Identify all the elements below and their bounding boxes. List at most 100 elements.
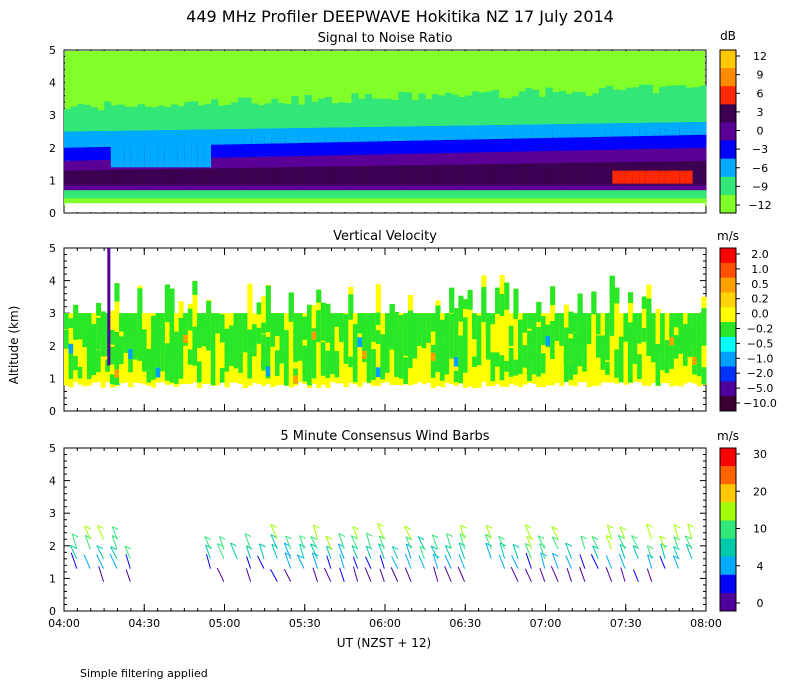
colorbar-swatch — [720, 336, 736, 353]
vv-cell-neg — [329, 330, 336, 375]
colorbar-label: −1.0 — [747, 352, 774, 365]
snr-cell — [451, 198, 459, 207]
wind-barb — [660, 543, 666, 559]
snr-cell — [244, 135, 252, 158]
snr-cell — [538, 163, 546, 186]
vv-cell-neg — [508, 365, 514, 377]
snr-cell — [344, 133, 352, 156]
snr-cell — [585, 198, 593, 207]
snr-cell — [90, 170, 98, 186]
vv-cell-neg — [128, 354, 134, 373]
snr-cell — [545, 190, 553, 199]
vv-cell-neg — [238, 336, 244, 347]
vv-cell-neg — [586, 313, 592, 341]
wind-barb — [418, 554, 425, 569]
vv-cell-neg — [403, 357, 409, 385]
snr-cell — [605, 123, 613, 137]
wind-barb — [632, 569, 639, 582]
vv-cell-neg — [164, 343, 170, 381]
vv-cell-neg — [210, 313, 216, 335]
vv-cell-neg — [196, 361, 203, 383]
snr-cell — [445, 92, 453, 126]
colorbar-swatch — [720, 574, 736, 594]
wind-barb-flag — [217, 543, 224, 547]
snr-cell — [391, 198, 399, 207]
vv-cell-neg — [151, 361, 157, 380]
wind-barb — [524, 568, 532, 582]
snr-cell — [191, 101, 199, 130]
vv-cell-neg — [261, 322, 267, 334]
vv-cell — [334, 313, 340, 384]
snr-cell — [458, 164, 466, 186]
colorbar-swatch — [720, 592, 736, 612]
snr-cell — [117, 138, 125, 168]
snr-cell — [505, 198, 513, 207]
snr-cell — [197, 190, 205, 199]
wind-barb-flag — [326, 545, 333, 550]
vv-cell-neg — [68, 353, 74, 379]
snr-cell — [592, 123, 600, 138]
snr-cell — [197, 129, 205, 146]
snr-cell — [471, 131, 480, 153]
snr-cell — [364, 134, 373, 155]
colorbar-frame — [719, 247, 737, 412]
y-tick-label: 4 — [49, 475, 56, 488]
snr-cell — [578, 136, 587, 151]
snr-cell — [130, 106, 138, 131]
snr-cell — [184, 168, 192, 186]
snr-cell — [612, 89, 620, 124]
y-tick-label: 2 — [49, 142, 56, 155]
snr-cell — [124, 106, 132, 131]
vv-cell-neg — [270, 313, 276, 341]
vv-cell-neg — [371, 313, 377, 342]
vv-cell-neg — [673, 313, 679, 328]
snr-cell — [110, 138, 118, 168]
snr-cell — [231, 198, 239, 207]
snr-cell — [679, 170, 687, 184]
snr-cell — [77, 131, 85, 148]
vv-cell-neg — [504, 282, 510, 310]
snr-cell — [351, 133, 359, 155]
snr-cell — [659, 122, 667, 136]
snr-cell — [97, 110, 105, 131]
snr-cell — [385, 98, 393, 127]
snr-cell — [458, 198, 466, 207]
snr-cell — [612, 170, 620, 184]
vv-cell-neg — [146, 348, 152, 363]
snr-cell — [498, 198, 506, 207]
snr-cell — [659, 190, 667, 199]
wind-barb — [96, 525, 105, 540]
wind-barb — [512, 544, 519, 560]
vv-cell-neg — [462, 330, 469, 372]
snr-cell — [318, 140, 326, 156]
vv-cell-neg — [141, 357, 148, 372]
vv-cell-neg — [458, 335, 464, 384]
snr-cell — [538, 124, 546, 139]
snr-cell — [278, 128, 286, 144]
snr-cell — [318, 190, 326, 199]
vv-cell — [265, 284, 271, 384]
snr-cell — [438, 134, 446, 154]
vv-cell-neg — [517, 356, 524, 375]
wind-barb-flag — [377, 522, 384, 527]
wind-barb-flag — [392, 546, 399, 551]
snr-cell — [558, 90, 566, 124]
wind-barb — [430, 545, 439, 560]
snr-cell — [632, 198, 640, 207]
vv-cell-neg — [481, 287, 487, 321]
snr-cell — [645, 131, 653, 149]
wind-barb — [618, 535, 626, 550]
snr-cell — [578, 123, 587, 138]
snr-cell — [605, 162, 613, 186]
snr-cell — [338, 190, 346, 199]
snr-cell — [458, 190, 466, 199]
snr-cell — [231, 168, 239, 186]
x-tick-label: 05:00 — [209, 617, 241, 630]
wind-barb-flag — [84, 525, 91, 530]
vv-cell-neg — [641, 327, 647, 342]
vv-cell-neg — [417, 313, 423, 333]
colorbar-swatch — [720, 366, 736, 382]
colorbar-label: −2.0 — [747, 367, 774, 380]
wind-barb-flag — [366, 532, 373, 537]
